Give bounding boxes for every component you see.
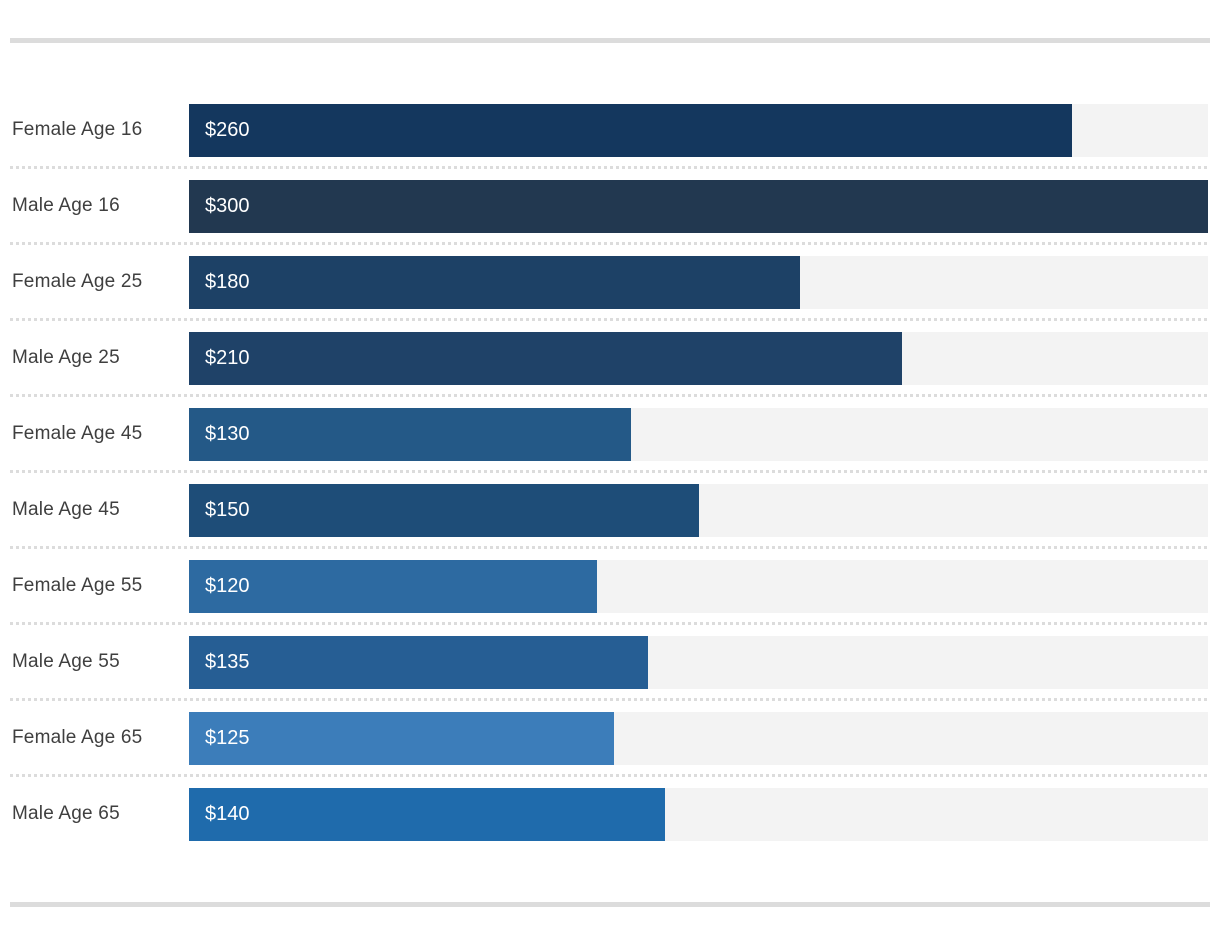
table-row: Male Age 55 $135: [0, 622, 1220, 700]
bar-chart: Female Age 16 $260 Male Age 16 $300 Fema…: [0, 92, 1220, 852]
bar-value-label: $130: [205, 422, 250, 445]
chart-rows: Female Age 16 $260 Male Age 16 $300 Fema…: [0, 92, 1220, 852]
row-label: Male Age 45: [12, 499, 120, 520]
row-label: Male Age 25: [12, 347, 120, 368]
bar: $120: [189, 559, 597, 613]
bar-value-label: $180: [205, 270, 250, 293]
table-row: Male Age 25 $210: [0, 318, 1220, 396]
bar-track: $300: [189, 179, 1208, 233]
table-row: Female Age 65 $125: [0, 698, 1220, 776]
bar: $180: [189, 255, 801, 309]
bar-track: $180: [189, 255, 1208, 309]
row-label: Female Age 25: [12, 271, 143, 292]
row-label: Female Age 55: [12, 575, 143, 596]
bar-track: $140: [189, 787, 1208, 841]
bar-value-label: $140: [205, 802, 250, 825]
bar: $300: [189, 179, 1208, 233]
bar: $130: [189, 407, 631, 461]
bar-track: $150: [189, 483, 1208, 537]
bar: $135: [189, 635, 648, 689]
bar: $260: [189, 103, 1073, 157]
bar-value-label: $135: [205, 650, 250, 673]
bar-track: $120: [189, 559, 1208, 613]
bar: $210: [189, 331, 903, 385]
bottom-divider: [10, 902, 1210, 907]
table-row: Male Age 16 $300: [0, 166, 1220, 244]
row-label: Male Age 16: [12, 195, 120, 216]
bar-track: $130: [189, 407, 1208, 461]
table-row: Female Age 25 $180: [0, 242, 1220, 320]
row-label: Male Age 65: [12, 803, 120, 824]
table-row: Female Age 55 $120: [0, 546, 1220, 624]
row-label: Female Age 45: [12, 423, 143, 444]
table-row: Female Age 16 $260: [0, 92, 1220, 168]
bar: $140: [189, 787, 665, 841]
table-row: Female Age 45 $130: [0, 394, 1220, 472]
bar-track: $135: [189, 635, 1208, 689]
row-label: Male Age 55: [12, 651, 120, 672]
table-row: Male Age 65 $140: [0, 774, 1220, 852]
bar-value-label: $125: [205, 726, 250, 749]
bar-value-label: $210: [205, 346, 250, 369]
bar-value-label: $150: [205, 498, 250, 521]
row-label: Female Age 16: [12, 119, 143, 140]
bar-track: $210: [189, 331, 1208, 385]
table-row: Male Age 45 $150: [0, 470, 1220, 548]
bar: $150: [189, 483, 699, 537]
row-label: Female Age 65: [12, 727, 143, 748]
bar-track: $125: [189, 711, 1208, 765]
bar: $125: [189, 711, 614, 765]
bar-value-label: $260: [205, 118, 250, 141]
bar-value-label: $120: [205, 574, 250, 597]
top-divider: [10, 38, 1210, 43]
bar-track: $260: [189, 103, 1208, 157]
bar-value-label: $300: [205, 194, 250, 217]
